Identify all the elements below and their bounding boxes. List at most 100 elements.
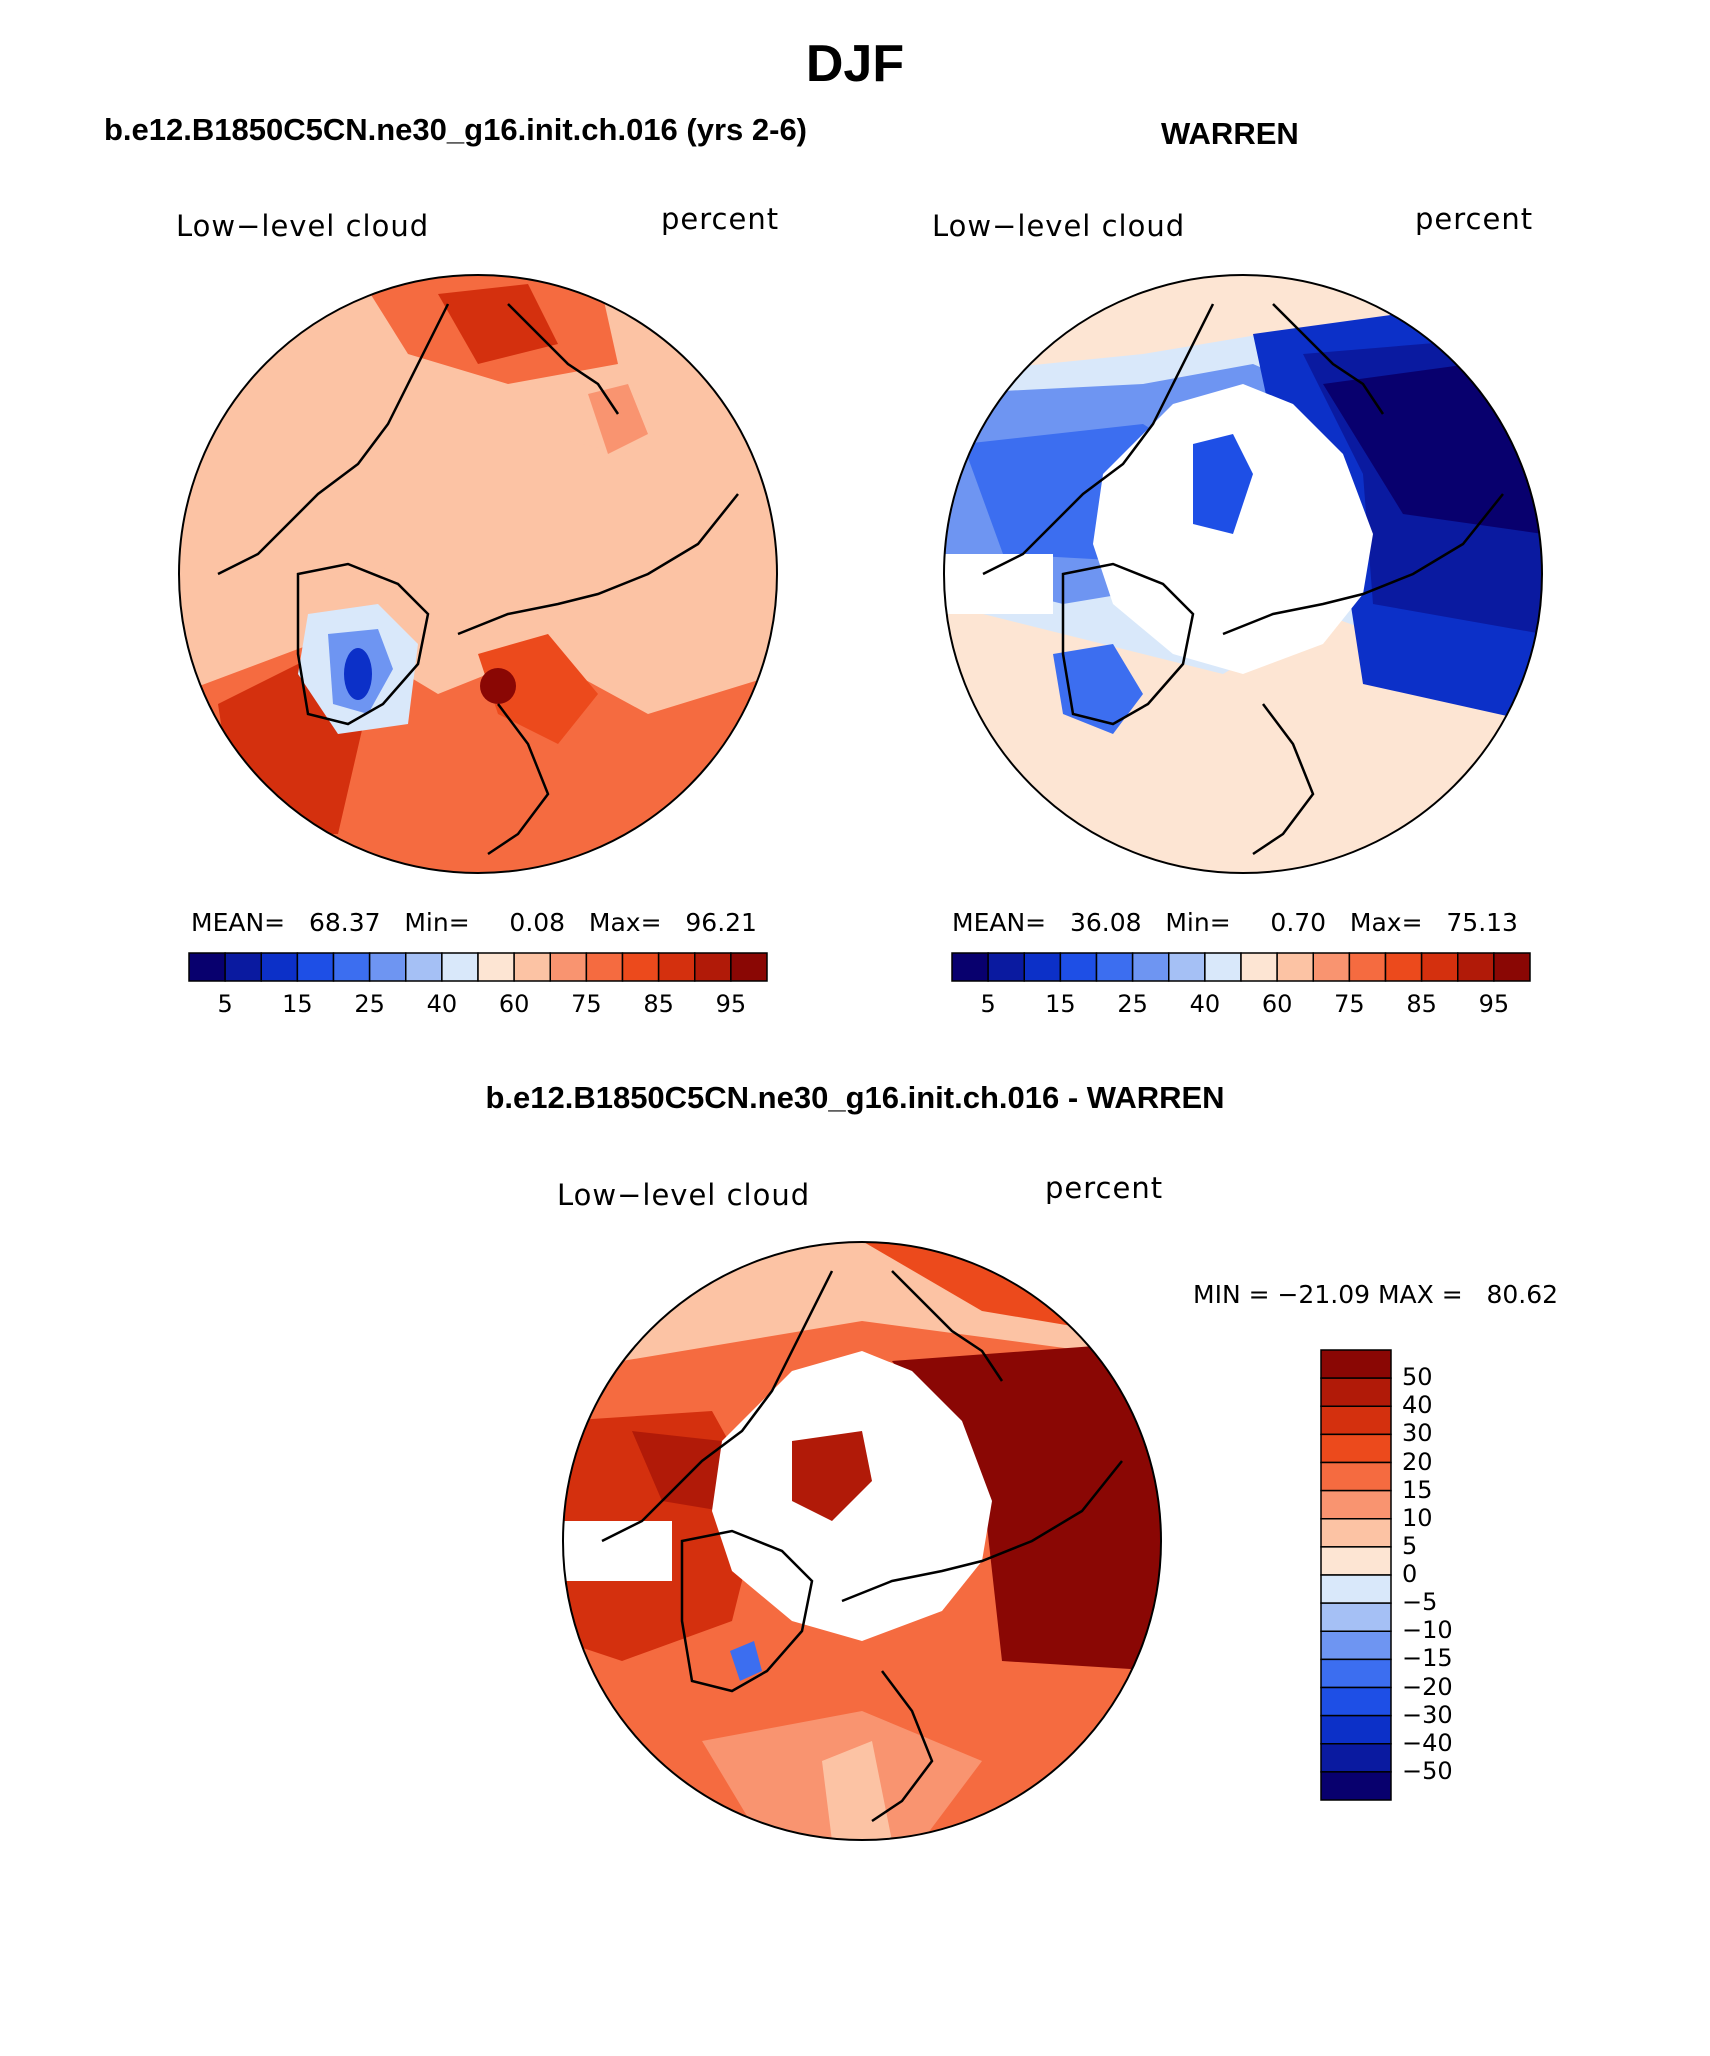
panel-3-colorbar-swatch [1320,1602,1392,1632]
panel-3-region-hudson [632,1431,722,1511]
panel-3-colorbar-swatch [1320,1461,1392,1492]
panel-3-colorbar-tick: −30 [1402,1700,1453,1729]
panel-2-colorbar-swatch [1095,952,1134,982]
panel-3-colorbar-swatch [1320,1714,1392,1745]
panel-2-colorbar-swatch [1059,952,1098,982]
panel-3-colorbar-tick: −15 [1402,1644,1453,1673]
panel-3-colorbar-tick: 20 [1402,1447,1433,1476]
panel-2-colorbar-tick: 60 [1261,990,1293,1018]
panel-2-colorbar-ticks: 5 15 25 40 60 75 85 95 [951,990,1531,1020]
panel-1-colorbar-swatch [224,952,262,982]
panel-1-colorbar-swatch [188,952,226,982]
panel-2-colorbar-swatch [1276,952,1314,982]
panel-1-colorbar-swatch [368,952,407,982]
panel-1-colorbar-swatch [585,952,624,982]
panel-1-coastlines [217,303,739,856]
panel-2-colorbar-tick: 95 [1478,990,1510,1018]
panel-1-colorbar-swatch [730,952,768,982]
panel-1-colorbar-tick: 85 [643,990,674,1018]
panel-3-colorbar-swatch [1320,1771,1392,1801]
panel-3-region-pole [792,1431,872,1521]
panel-1-colorbar-tick: 75 [571,990,602,1018]
panel-3-colorbar-tick: −40 [1402,1728,1453,1757]
panel-1-region-max [480,668,516,704]
panel-1-colorbar-swatch [477,952,515,982]
panel-3-colorbar-swatch [1320,1574,1392,1604]
panel-2-colorbar-tick: 15 [1045,990,1076,1018]
panel-3-variable-label: Low−level cloud [557,1178,811,1212]
panel-1-colorbar-swatch [260,952,299,982]
panel-2-region-pole [1193,434,1253,534]
panel-2-colorbar-tick: 25 [1117,990,1148,1018]
panel-2-colorbar-tick: 75 [1334,990,1365,1018]
panel-1-region-siberia-patch [588,384,648,454]
panel-3-region-min [730,1641,762,1681]
panel-3-coastlines [601,1270,1123,1823]
panel-2-stats: MEAN= 36.08 Min= 0.70 Max= 75.13 [952,908,1518,937]
panel-3-subtitle: b.e12.B1850C5CN.ne30_g16.init.ch.016 - W… [485,1080,1225,1115]
panel-1-colorbar-ticks: 5 15 25 40 60 75 85 95 [188,990,768,1020]
panel-3-colorbar-swatch [1320,1433,1392,1464]
panel-1-colorbar-tick: 25 [354,990,385,1018]
panel-3-missing-wedge [563,1521,672,1581]
panel-3-colorbar-tick: −50 [1402,1756,1453,1785]
panel-1-region-greenland-min [344,648,372,700]
panel-2-colorbar-tick: 85 [1406,990,1437,1018]
panel-3-colorbar-tick: −10 [1402,1616,1453,1645]
panel-1-colorbar-swatch [694,952,732,982]
panel-1-colorbar-tick: 60 [498,990,530,1018]
panel-3-colorbar-tick: 10 [1402,1503,1433,1532]
panel-3-colorbar-tick: 50 [1402,1363,1433,1392]
panel-2-colorbar-tick: 40 [1189,990,1221,1018]
panel-2-units-label: percent [1415,202,1534,236]
panel-2-colorbar-swatch [1493,952,1531,982]
panel-3-region-europe [822,1741,892,1840]
panel-3-colorbar-swatch [1320,1518,1392,1548]
panel-3-units-label: percent [1045,1171,1164,1205]
panel-1-colorbar-swatch [549,952,588,982]
panel-2-colorbar-swatch [1457,952,1495,982]
panel-3-colorbar-tick: 0 [1402,1560,1418,1588]
panel-3-colorbar-swatch [1320,1377,1392,1407]
panel-1-colorbar-swatch [332,952,371,982]
panel-1-colorbar-swatch [621,952,660,982]
panel-3-stats: MIN = −21.09 MAX = 80.62 [1193,1280,1559,1309]
panel-1-region-bering [438,284,558,364]
page-title: DJF [805,35,905,93]
panel-1-colorbar [188,952,768,982]
panel-1-stats: MEAN= 68.37 Min= 0.08 Max= 96.21 [191,908,757,937]
panel-3-colorbar-swatch [1320,1349,1392,1379]
panel-2-colorbar-swatch [1312,952,1351,982]
panel-1-colorbar-tick: 95 [715,990,747,1018]
panel-3-colorbar-swatch [1320,1489,1392,1520]
panel-3-colorbar-tick: 40 [1402,1391,1433,1420]
panel-1-colorbar-tick: 40 [426,990,458,1018]
panel-3-colorbar-tick: −20 [1402,1672,1453,1701]
panel-2-colorbar-swatch [1240,952,1278,982]
panel-3-map-border [562,1241,1162,1841]
panel-3-colorbar-ticks: 50 40 30 20 15 10 5 0 −5 −10 −15 −20 −30 −40 −50 [1402,1349,1522,1801]
panel-3-colorbar-swatch [1320,1658,1392,1689]
panel-2-region-greenland [1053,644,1143,734]
panel-3-colorbar-swatch [1320,1405,1392,1436]
panel-3-colorbar-tick: −5 [1402,1588,1438,1617]
panel-2-colorbar-swatch [1023,952,1062,982]
panel-1-colorbar-tick: 5 [217,990,233,1018]
panel-1-region-arctic [328,424,648,604]
panel-2-colorbar-swatch [1168,952,1206,982]
panel-3-colorbar-swatch [1320,1630,1392,1661]
panel-2-colorbar-swatch [987,952,1025,982]
panel-1-colorbar-tick: 15 [282,990,313,1018]
panel-2-variable-label: Low−level cloud [932,209,1186,243]
panel-2-subtitle: WARREN [1161,116,1299,151]
panel-1-map-border [178,274,778,874]
panel-2-map-border [943,274,1543,874]
panel-3-colorbar-tick: 5 [1402,1531,1418,1560]
panel-3-colorbar-swatch [1320,1546,1392,1576]
panel-2-colorbar-swatch [1131,952,1170,982]
panel-3-colorbar [1320,1349,1392,1801]
panel-1-colorbar-swatch [296,952,335,982]
panel-1-subtitle: b.e12.B1850C5CN.ne30_g16.init.ch.016 (yr… [104,112,808,147]
panel-2-colorbar-swatch [1420,952,1459,982]
panel-2-colorbar-swatch [1384,952,1423,982]
